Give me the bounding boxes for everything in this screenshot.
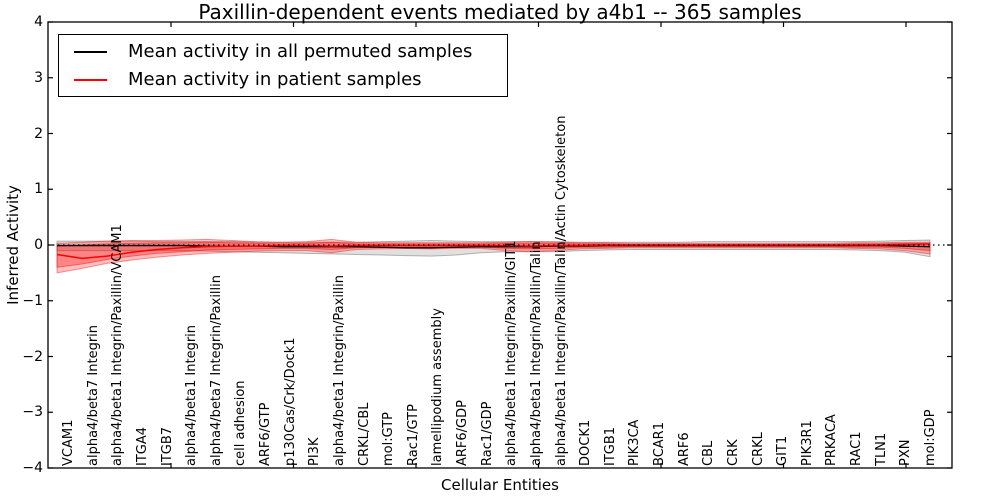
y-tick-label: −1 <box>22 292 43 309</box>
chart-title: Paxillin-dependent events mediated by a4… <box>198 0 802 24</box>
y-tick-label: 0 <box>34 237 43 253</box>
x-category-label: cell adhesion <box>233 380 249 466</box>
x-category-label: p130Cas/Crk/Dock1 <box>282 337 298 466</box>
patient-range-outer-band <box>56 238 931 274</box>
legend-item-patient: Mean activity in patient samples <box>74 69 507 90</box>
x-category-label: CBL <box>701 440 717 466</box>
x-category-label: RAC1 <box>849 431 865 466</box>
x-category-label: PXN <box>898 439 914 466</box>
legend-label-permuted: Mean activity in all permuted samples <box>128 41 473 62</box>
x-category-label: alpha4/beta1 Integrin/Paxillin/GIT1 <box>504 240 520 466</box>
x-category-label: CRKL <box>750 432 766 466</box>
patient-range-inner-band <box>56 241 931 268</box>
x-category-label: alpha4/beta7 Integrin <box>85 324 101 466</box>
x-category-label: CRKL/CBL <box>356 402 372 467</box>
x-category-label: ITGB1 <box>602 426 618 466</box>
y-tick-label: 2 <box>34 125 43 142</box>
permuted-range-band <box>56 239 931 258</box>
x-category-label: alpha4/beta1 Integrin/Paxillin/Talin <box>528 241 544 466</box>
legend-item-permuted: Mean activity in all permuted samples <box>74 41 507 62</box>
y-tick-label: −3 <box>22 404 43 421</box>
y-tick-label: −4 <box>22 460 43 476</box>
x-category-label: GIT1 <box>775 435 791 466</box>
x-category-label: ARF6/GDP <box>455 400 471 466</box>
x-category-label: PIK3R1 <box>799 420 815 466</box>
legend-line-sample-patient <box>74 78 107 81</box>
y-tick-label: −2 <box>22 348 43 365</box>
legend-label-patient: Mean activity in patient samples <box>128 69 422 90</box>
x-category-label: ARF6 <box>676 432 692 466</box>
x-category-label: mol:GDP <box>923 409 938 466</box>
x-category-label: Rac1/GDP <box>479 401 495 466</box>
x-category-label: Rac1/GTP <box>405 404 421 466</box>
x-category-label: ARF6/GTP <box>258 402 274 466</box>
legend-line-sample-permuted <box>74 50 107 53</box>
y-tick-label: 3 <box>34 69 43 86</box>
x-category-label: ITGB7 <box>159 426 175 466</box>
x-category-label: mol:GTP <box>381 412 397 466</box>
x-category-label: lamellipodium assembly <box>430 308 446 466</box>
y-tick-label: 4 <box>34 14 43 30</box>
x-category-label: ITGA4 <box>134 426 150 466</box>
x-category-label: alpha4/beta1 Integrin <box>184 324 200 466</box>
x-category-label: PRKACA <box>824 414 840 466</box>
x-category-label: PIK3CA <box>627 419 643 466</box>
x-category-label: BCAR1 <box>652 422 668 466</box>
x-category-label: TLN1 <box>873 432 889 466</box>
x-category-label: DOCK1 <box>578 419 594 466</box>
y-tick-label: 1 <box>34 181 43 198</box>
x-axis-label: Cellular Entities <box>441 476 559 494</box>
legend: Mean activity in all permuted samples Me… <box>58 34 508 97</box>
x-category-label: alpha4/beta1 Integrin/Paxillin <box>331 274 347 466</box>
x-category-label: alpha4/beta1 Integrin/Paxillin/VCAM1 <box>110 224 126 466</box>
x-category-label: alpha4/beta1 Integrin/Paxillin/Talin/Act… <box>553 115 569 466</box>
x-category-label: PI3K <box>307 437 323 466</box>
x-category-label: alpha4/beta7 Integrin/Paxillin <box>208 274 224 466</box>
x-category-label: CRK <box>725 439 741 466</box>
x-category-label: VCAM1 <box>61 419 76 466</box>
